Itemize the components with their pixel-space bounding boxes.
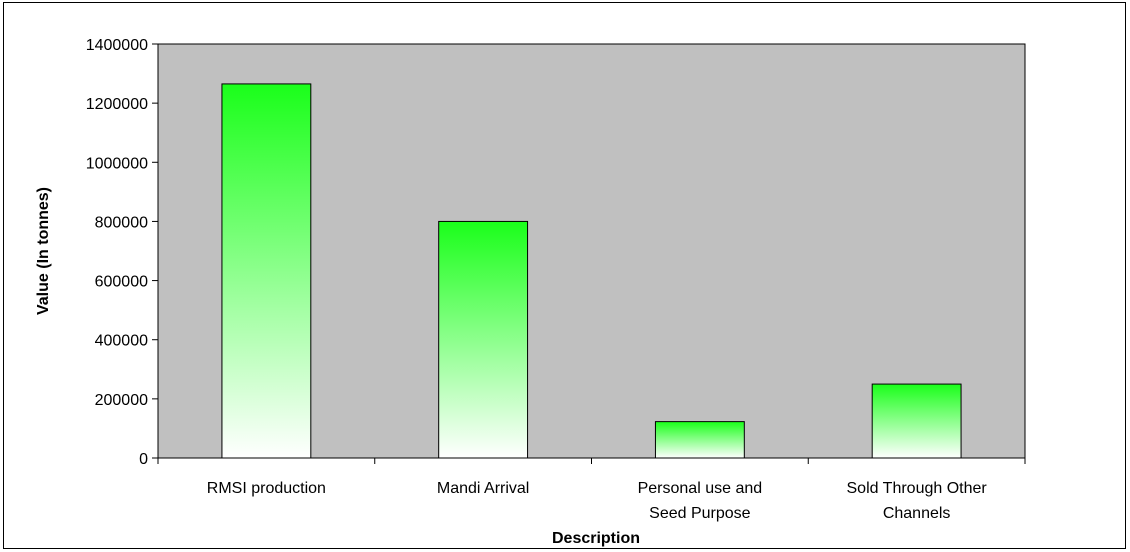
x-axis-title: Description	[552, 530, 640, 547]
bar	[654, 421, 745, 459]
y-tick-label: 400000	[95, 333, 148, 350]
y-tick-label: 1200000	[86, 96, 148, 113]
y-tick-label: 600000	[95, 274, 148, 291]
y-tick-label: 200000	[95, 392, 148, 409]
x-tick-label: RMSI production	[207, 480, 326, 497]
x-tick-label: Sold Through Other	[847, 480, 988, 497]
y-axis: 0 200000 400000 600000 800000 1000000 1200000 1…	[86, 37, 158, 468]
y-tick-label: 1000000	[86, 155, 148, 172]
y-tick-label: 0	[139, 451, 148, 468]
x-tick-label: Personal use and	[638, 480, 763, 497]
bar	[221, 83, 312, 459]
bar	[871, 383, 962, 459]
x-tick-label: Seed Purpose	[649, 505, 751, 522]
bar	[438, 220, 529, 459]
x-tick-label: Mandi Arrival	[437, 480, 529, 497]
x-axis: RMSI production Mandi Arrival Personal use…	[157, 458, 1026, 522]
y-tick-label: 800000	[95, 214, 148, 231]
y-axis-title: Value (In tonnes)	[35, 187, 52, 315]
bars	[221, 83, 962, 459]
x-tick-label: Channels	[883, 505, 951, 522]
y-tick-label: 1400000	[86, 37, 148, 54]
